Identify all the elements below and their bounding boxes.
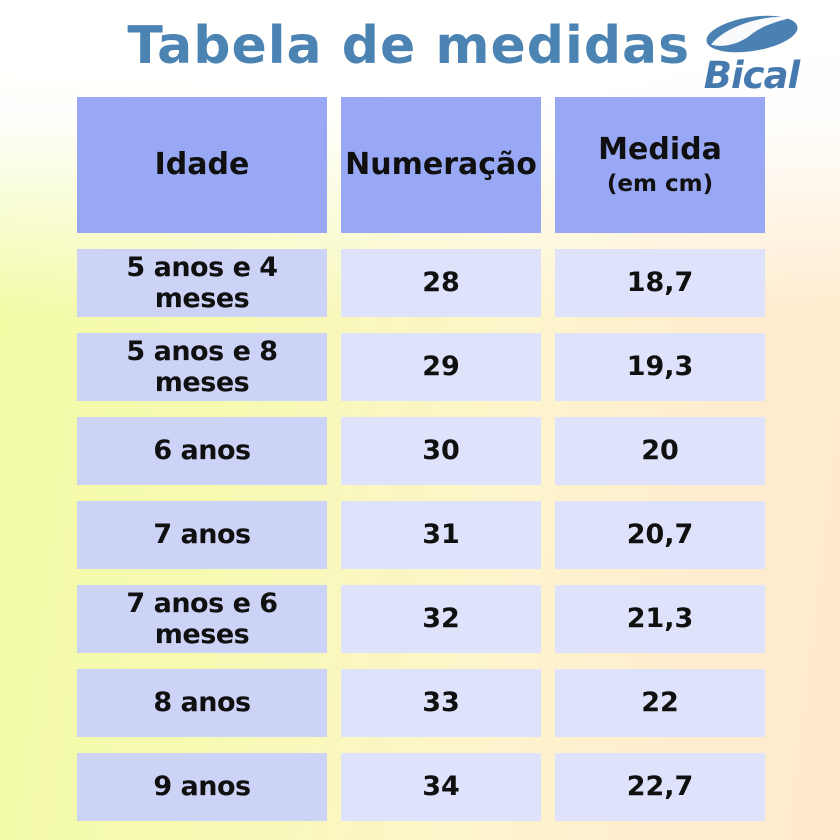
age-cell: 7 anos: [77, 501, 327, 569]
size-cell: 30: [341, 417, 541, 485]
size-cell: 28: [341, 249, 541, 317]
age-cell: 9 anos: [77, 753, 327, 821]
size-cell: 29: [341, 333, 541, 401]
bical-logo: Bical: [679, 8, 824, 98]
measure-cell: 22,7: [555, 753, 765, 821]
bical-logo-text: Bical: [703, 54, 800, 97]
size-cell: 32: [341, 585, 541, 653]
col-header-measure: Medida (em cm): [555, 97, 765, 233]
size-cell: 31: [341, 501, 541, 569]
measure-cell: 20: [555, 417, 765, 485]
measure-cell: 20,7: [555, 501, 765, 569]
measure-cell: 21,3: [555, 585, 765, 653]
col-header-measure-unit: (em cm): [606, 171, 714, 198]
age-cell: 8 anos: [77, 669, 327, 737]
col-header-age: Idade: [77, 97, 327, 233]
age-cell: 5 anos e 4 meses: [77, 249, 327, 317]
col-header-size-label: Numeração: [345, 146, 537, 182]
measurements-table: Idade Numeração Medida (em cm) 5 anos e …: [77, 97, 765, 821]
size-cell: 34: [341, 753, 541, 821]
age-cell: 5 anos e 8 meses: [77, 333, 327, 401]
col-header-measure-label: Medida: [598, 131, 722, 167]
col-header-size: Numeração: [341, 97, 541, 233]
measure-cell: 22: [555, 669, 765, 737]
age-cell: 6 anos: [77, 417, 327, 485]
size-cell: 33: [341, 669, 541, 737]
measure-cell: 19,3: [555, 333, 765, 401]
bical-swoosh-icon: [705, 15, 798, 53]
col-header-age-label: Idade: [154, 146, 250, 182]
age-cell: 7 anos e 6 meses: [77, 585, 327, 653]
page-title: Tabela de medidas: [127, 16, 691, 76]
measure-cell: 18,7: [555, 249, 765, 317]
